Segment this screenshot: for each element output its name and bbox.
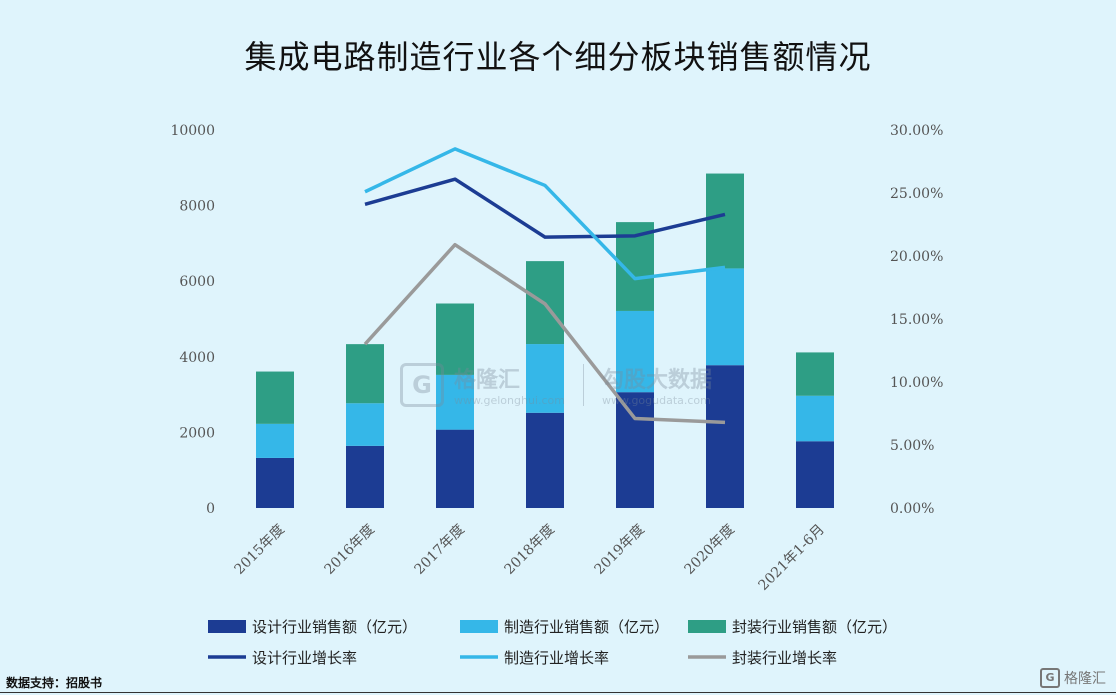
x-tick-label: 2018年度 xyxy=(502,522,558,578)
bar-0-6 xyxy=(796,441,834,508)
legend-label: 制造行业增长率 xyxy=(504,649,609,667)
bar-0-3 xyxy=(526,412,564,508)
x-tick-label: 2019年度 xyxy=(592,522,648,578)
bar-1-6 xyxy=(796,395,834,442)
bar-1-4 xyxy=(616,310,654,393)
y-tick-label: 6000 xyxy=(179,274,215,290)
legend-swatch xyxy=(688,620,726,633)
line-series-0 xyxy=(364,177,726,239)
footer-divider xyxy=(0,692,1116,693)
legend-swatch xyxy=(460,620,498,633)
watermark-url-2: www.gogudata.com xyxy=(601,394,711,407)
y-tick-label: 10000 xyxy=(170,123,215,139)
y2-tick-label: 5.00% xyxy=(890,438,934,454)
bar-0-2 xyxy=(436,429,474,508)
legend-label: 封装行业销售额（亿元） xyxy=(732,618,897,636)
watermark-name-2: 勾股大数据 xyxy=(601,368,712,393)
watermark-name-1: 格隆汇 xyxy=(454,368,521,393)
x-tick-label: 2017年度 xyxy=(412,522,468,578)
y-tick-label: 4000 xyxy=(179,350,215,366)
bar-2-5 xyxy=(706,173,744,269)
bar-0-4 xyxy=(616,392,654,508)
legend-label: 封装行业增长率 xyxy=(732,649,837,667)
legend-label: 制造行业销售额（亿元） xyxy=(504,618,669,636)
bar-2-1 xyxy=(346,344,384,404)
chart-title: 集成电路制造行业各个细分板块销售额情况 xyxy=(244,38,872,76)
x-tick-label: 2016年度 xyxy=(322,522,378,578)
bar-1-5 xyxy=(706,268,744,366)
legend-label: 设计行业销售额（亿元） xyxy=(252,618,417,636)
bar-2-0 xyxy=(256,371,294,424)
y2-tick-label: 20.00% xyxy=(890,249,943,265)
watermark-logo-icon: G xyxy=(400,362,444,407)
watermark: G 格隆汇 www.gelonghui.com 勾股大数据 www.goguda… xyxy=(400,362,712,407)
y2-tick-label: 30.00% xyxy=(890,123,943,139)
line-series-2 xyxy=(363,242,726,425)
bar-2-2 xyxy=(436,303,474,375)
bar-0-0 xyxy=(256,457,294,508)
legend-label: 设计行业增长率 xyxy=(252,649,357,667)
y2-tick-label: 0.00% xyxy=(890,501,934,517)
y2-tick-label: 10.00% xyxy=(890,375,943,391)
bar-0-1 xyxy=(346,445,384,508)
brand-name: 格隆汇 xyxy=(1064,671,1106,687)
y2-tick-label: 25.00% xyxy=(890,186,943,202)
x-tick-label: 2021年1-6月 xyxy=(756,522,828,594)
line-series-1 xyxy=(364,147,726,281)
bar-2-6 xyxy=(796,352,834,396)
brand-logo: G 格隆汇 xyxy=(1040,668,1106,688)
y2-tick-label: 15.00% xyxy=(890,312,943,328)
bar-0-5 xyxy=(706,365,744,508)
bar-1-0 xyxy=(256,423,294,458)
watermark-url-1: www.gelonghui.com xyxy=(454,394,565,407)
y-tick-label: 8000 xyxy=(179,199,215,215)
bar-1-1 xyxy=(346,403,384,446)
bar-1-3 xyxy=(526,344,564,413)
watermark-divider xyxy=(582,363,584,406)
source-note: 数据支持：招股书 xyxy=(6,676,103,690)
legend-swatch xyxy=(208,620,246,633)
y-tick-label: 0 xyxy=(206,501,215,517)
y-tick-label: 2000 xyxy=(179,425,215,441)
x-tick-label: 2020年度 xyxy=(682,522,738,578)
x-tick-label: 2015年度 xyxy=(232,522,288,578)
brand-g-icon: G xyxy=(1040,668,1060,688)
